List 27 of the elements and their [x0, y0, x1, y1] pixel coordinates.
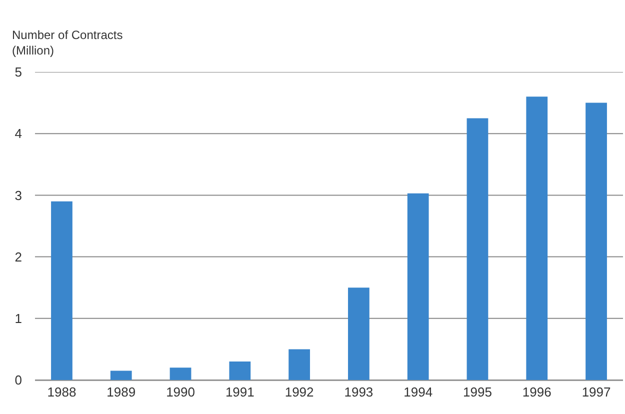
- x-tick-label: 1991: [225, 384, 254, 400]
- bar: [407, 193, 429, 380]
- bar: [110, 370, 132, 380]
- x-tick-label: 1989: [106, 384, 136, 400]
- y-axis-title: Number of Contracts (Million): [12, 28, 123, 58]
- bar: [466, 118, 488, 380]
- bar: [51, 201, 72, 380]
- y-tick-label: 2: [14, 249, 22, 264]
- x-tick-label: 1997: [582, 384, 611, 400]
- y-tick-label: 0: [14, 372, 22, 388]
- x-tick-label: 1988: [47, 384, 76, 400]
- bar: [586, 102, 607, 380]
- x-tick-label: 1990: [166, 384, 195, 400]
- x-tick-label: 1992: [284, 384, 314, 400]
- bar: [348, 288, 370, 380]
- bar: [526, 96, 548, 380]
- y-tick-label: 1: [14, 310, 22, 326]
- x-tick-label: 1995: [463, 384, 492, 400]
- y-tick-label: 3: [14, 188, 22, 203]
- x-tick-label: 1996: [522, 384, 552, 400]
- x-tick-label: 1994: [404, 384, 433, 400]
- bar: [229, 362, 251, 380]
- y-tick-label: 4: [14, 126, 22, 142]
- bar: [170, 368, 192, 380]
- bar: [288, 349, 310, 380]
- y-tick-label: 5: [14, 64, 22, 80]
- x-tick-label: 1993: [344, 384, 374, 400]
